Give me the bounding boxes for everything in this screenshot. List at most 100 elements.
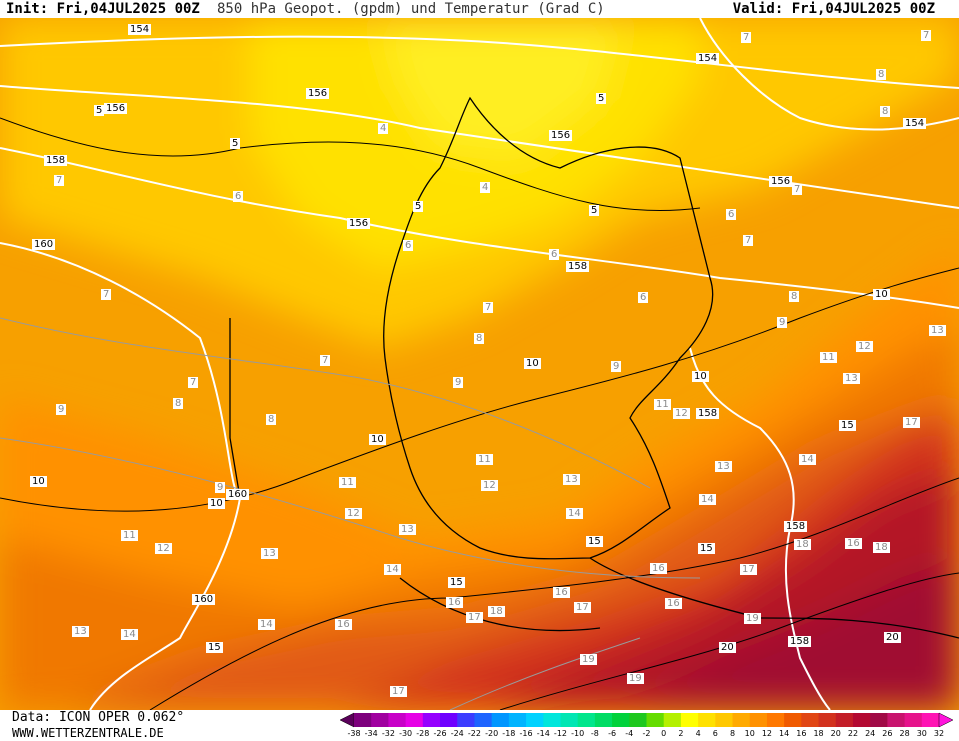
temperature-sublabel: 8	[880, 106, 891, 117]
temperature-sublabel: 7	[483, 302, 494, 313]
temperature-sublabel: 7	[792, 184, 803, 195]
color-scale-tick-label: -22	[467, 729, 481, 738]
color-scale-cell	[715, 713, 734, 727]
color-scale-tick-label: 12	[761, 729, 773, 738]
temperature-sublabel: 7	[101, 289, 112, 300]
source-url-label: WWW.WETTERZENTRALE.DE	[12, 726, 164, 740]
temperature-sublabel: 13	[715, 461, 732, 472]
temperature-label: 5	[589, 205, 600, 216]
color-scale-tick-label: 0	[661, 729, 667, 738]
temperature-sublabel: 7	[320, 355, 331, 366]
geopotential-label: 156	[306, 88, 330, 99]
color-scale-cell	[388, 713, 407, 727]
temperature-sublabel: 13	[843, 373, 860, 384]
color-scale-cell	[543, 713, 561, 727]
geopotential-label: 154	[903, 118, 927, 129]
temperature-label: 5	[596, 93, 607, 104]
temperature-sublabel: 14	[566, 508, 583, 519]
color-scale-tick-label: 2	[678, 729, 684, 738]
temperature-label: 10	[524, 358, 541, 369]
temperature-sublabel: 8	[173, 398, 184, 409]
color-scale-tick-label: -26	[433, 729, 447, 738]
color-scale-tick-label: -34	[364, 729, 378, 738]
temperature-sublabel: 13	[929, 325, 946, 336]
geopotential-label: 158	[696, 408, 720, 419]
geopotential-label: 158	[44, 155, 68, 166]
temperature-label: 5	[94, 105, 105, 116]
temperature-sublabel: 17	[466, 612, 483, 623]
temperature-label: 5	[413, 201, 424, 212]
temperature-sublabel: 16	[845, 538, 862, 549]
temperature-sublabel: 12	[345, 508, 362, 519]
color-scale-cell	[904, 713, 923, 727]
color-scale-tick-label: -20	[485, 729, 499, 738]
color-scale-cell	[680, 713, 699, 727]
temperature-sublabel: 17	[903, 417, 920, 428]
color-scale-tick-label: -24	[450, 729, 464, 738]
color-scale-cell	[698, 713, 716, 727]
temperature-sublabel: 9	[777, 317, 788, 328]
temperature-sublabel: 13	[563, 474, 580, 485]
geopotential-label: 156	[769, 176, 793, 187]
temperature-subisolines	[0, 317, 701, 710]
color-scale-cell	[422, 713, 441, 727]
color-scale-ticks: -38 -34 -32 -30 -28 -26 -24 -22 -20 -18 -16 -14 -12-…	[342, 729, 954, 740]
color-scale-cell	[440, 713, 458, 727]
temperature-label: 15	[448, 577, 465, 588]
color-scale-tick-label: -16	[519, 729, 533, 738]
color-scale-cell	[594, 713, 613, 727]
temperature-sublabel: 19	[580, 654, 597, 665]
temperature-sublabel: 18	[873, 542, 890, 553]
color-scale-cell	[835, 713, 854, 727]
color-scale-cell	[457, 713, 475, 727]
temperature-label: 5	[230, 138, 241, 149]
chart-title: 850 hPa Geopot. (gpdm) und Temperatur (G…	[217, 1, 605, 17]
temperature-sublabel: 6	[549, 249, 560, 260]
temperature-sublabel: 12	[155, 543, 172, 554]
temperature-sublabel: 11	[654, 399, 671, 410]
temperature-sublabel: 7	[743, 235, 754, 246]
temperature-sublabel: 16	[650, 563, 667, 574]
temperature-label: 10	[30, 476, 47, 487]
temperature-sublabel: 4	[378, 123, 389, 134]
temperature-isolines	[0, 117, 959, 710]
temperature-label: 15	[206, 642, 223, 653]
temperature-sublabel: 16	[665, 598, 682, 609]
temperature-sublabel: 11	[820, 352, 837, 363]
temperature-sublabel: 8	[474, 333, 485, 344]
temperature-sublabel: 18	[794, 539, 811, 550]
temperature-sublabel: 9	[611, 361, 622, 372]
temperature-sublabel: 14	[699, 494, 716, 505]
color-scale-tick-label: -30	[399, 729, 413, 738]
temperature-sublabel: 17	[740, 564, 757, 575]
color-scale-cell	[852, 713, 871, 727]
temperature-sublabel: 9	[56, 404, 67, 415]
temperature-sublabel: 7	[54, 175, 65, 186]
temperature-sublabel: 9	[453, 377, 464, 388]
init-time-label: Init: Fri,04JUL2025 00Z	[6, 1, 200, 17]
temperature-sublabel: 6	[403, 240, 414, 251]
color-scale-tick-label: 26	[882, 729, 893, 738]
color-scale-cell	[887, 713, 906, 727]
data-source-label: Data: ICON OPER 0.062°	[12, 710, 185, 725]
geopotential-label: 154	[128, 24, 152, 35]
map-footer: Data: ICON OPER 0.062° WWW.WETTERZENTRAL…	[0, 710, 959, 741]
color-scale-tick-label: 16	[796, 729, 807, 738]
color-scale-tick-label: -14	[536, 729, 550, 738]
color-scale-tick-label: 22	[847, 729, 859, 738]
temperature-sublabel: 8	[266, 414, 277, 425]
temperature-sublabel: 14	[258, 619, 275, 630]
temperature-sublabel: 8	[876, 69, 887, 80]
color-scale-tick-label: 32	[933, 729, 945, 738]
temperature-sublabel: 12	[856, 341, 873, 352]
temperature-sublabel: 11	[339, 477, 356, 488]
temperature-sublabel: 14	[121, 629, 138, 640]
temperature-sublabel: 8	[789, 291, 800, 302]
valid-time-label: Valid: Fri,04JUL2025 00Z	[732, 1, 935, 17]
geopotential-label: 158	[788, 636, 812, 647]
temperature-sublabel: 12	[673, 408, 690, 419]
color-scale-cell	[577, 713, 596, 727]
color-scale-tick-label: -18	[502, 729, 516, 738]
temperature-sublabel: 16	[335, 619, 352, 630]
color-scale-cell	[354, 713, 372, 727]
